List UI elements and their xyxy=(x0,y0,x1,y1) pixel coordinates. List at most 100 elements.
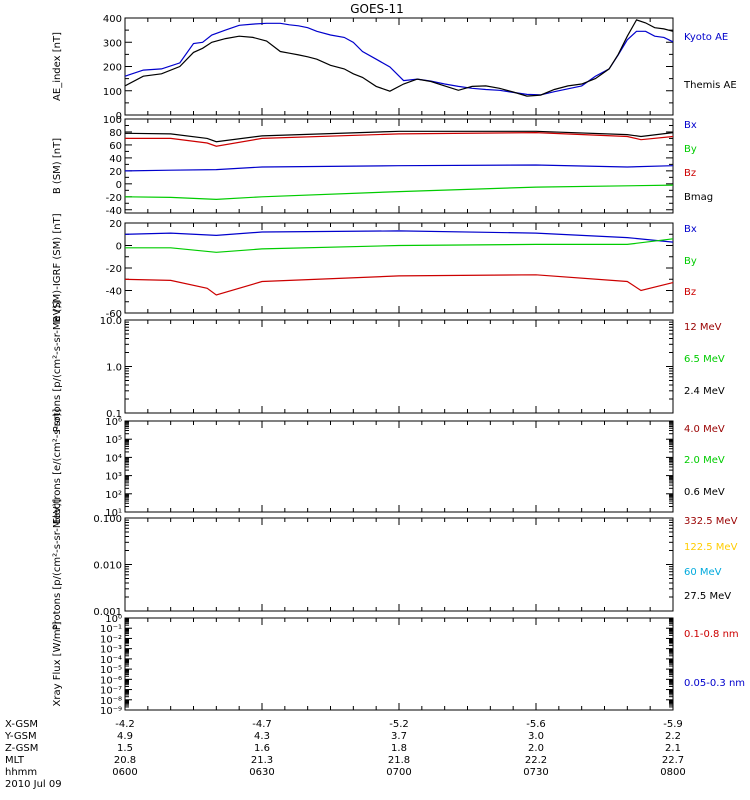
legend-by: By xyxy=(684,256,697,267)
panel-frame xyxy=(124,319,674,414)
axis-row-value: 21.3 xyxy=(251,755,273,766)
legend-0-05-0-3-nm: 0.05-0.3 nm xyxy=(684,678,745,689)
axis-row-value: 22.2 xyxy=(525,755,547,766)
y-tick-label: 10⁻⁴ xyxy=(100,655,122,666)
axis-row-label: Z-GSM xyxy=(5,743,38,754)
y-tick-label: 10⁵ xyxy=(105,435,122,446)
legend-bz: Bz xyxy=(684,287,696,298)
y-tick-label: -40 xyxy=(106,206,122,217)
legend-332-5-mev: 332.5 MeV xyxy=(684,516,738,527)
axis-row-value: 2.0 xyxy=(528,743,544,754)
legend-themis-ae: Themis AE xyxy=(683,80,737,91)
axis-row-value: 1.6 xyxy=(254,743,270,754)
legend-122-5-mev: 122.5 MeV xyxy=(684,542,738,553)
y-tick-label: 0 xyxy=(116,242,122,253)
series-line-bmag xyxy=(124,130,674,143)
panel-3: -60 -40 -20 0 20 B (SM)-IGRF (SM) [nT] Bx By Bz xyxy=(52,213,697,322)
series-line-kyoto-ae xyxy=(124,22,674,96)
axis-row-value: 4.9 xyxy=(117,731,133,742)
axis-row-value: -4.7 xyxy=(252,719,272,730)
legend-bx: Bx xyxy=(684,120,697,131)
panel-1: 0 100 200 300 400 AE_index [nT] Kyoto AE Themis… xyxy=(52,14,737,122)
legend-by: By xyxy=(684,144,697,155)
y-tick-label: 40 xyxy=(109,154,122,165)
axis-row-value: 0630 xyxy=(249,767,274,778)
panel-frame xyxy=(124,617,674,711)
panel-2: -40 -20 0 20 40 60 80 100 B (SM) [nT] Bx By Bz Bmag xyxy=(52,115,713,217)
legend-kyoto-ae: Kyoto AE xyxy=(684,32,728,43)
y-tick-label: 0 xyxy=(116,111,122,122)
y-tick-label: 10¹ xyxy=(105,508,122,519)
legend-60-mev: 60 MeV xyxy=(684,567,722,578)
y-tick-label: 10⁴ xyxy=(105,453,122,464)
y-tick-label: 200 xyxy=(103,63,122,74)
axis-row-value: 2.1 xyxy=(665,743,681,754)
legend-0-1-0-8-nm: 0.1-0.8 nm xyxy=(684,629,739,640)
y-tick-label: -20 xyxy=(106,193,122,204)
panel-frame xyxy=(124,222,674,314)
y-tick-label: 10⁻⁶ xyxy=(100,675,122,686)
y-tick-label: 20 xyxy=(109,219,122,230)
y-tick-label: 10⁻⁷ xyxy=(100,686,122,697)
axis-row-value: 0730 xyxy=(523,767,548,778)
axis-row-value: -5.9 xyxy=(663,719,683,730)
axis-row-value: 4.3 xyxy=(254,731,270,742)
axis-row-value: 3.0 xyxy=(528,731,544,742)
plot-title: GOES-11 xyxy=(350,2,404,16)
y-tick-label: 10⁻¹ xyxy=(100,624,122,635)
series-line-by xyxy=(124,184,674,201)
y-axis-label: Electrons [e/(cm²-s-sr)] xyxy=(52,409,63,525)
axis-row-value: -4.2 xyxy=(115,719,135,730)
y-tick-label: 10⁻³ xyxy=(100,645,122,656)
y-tick-label: 80 xyxy=(109,128,122,139)
y-tick-label: 20 xyxy=(109,167,122,178)
legend-2-4-mev: 2.4 MeV xyxy=(684,386,725,397)
series-line-themis-ae xyxy=(124,19,674,97)
y-tick-label: 10⁰ xyxy=(105,614,122,625)
series-line-by xyxy=(125,238,674,253)
y-tick-label: 10⁻⁵ xyxy=(100,665,122,676)
y-tick-label: 0.1 xyxy=(106,409,122,420)
legend-bz: Bz xyxy=(684,168,696,179)
y-tick-label: 0 xyxy=(116,180,122,191)
axis-row-value: 0700 xyxy=(386,767,411,778)
series-line-bz xyxy=(125,131,674,147)
panel-frame xyxy=(124,17,674,116)
legend-27-5-mev: 27.5 MeV xyxy=(684,591,731,602)
axis-row-label: X-GSM xyxy=(5,719,38,730)
axis-row-value: 2.2 xyxy=(665,731,681,742)
series-line-bx xyxy=(124,164,674,172)
y-axis-label: B (SM)-IGRF (SM) [nT] xyxy=(52,213,63,322)
panel-6: 0.001 0.010 0.100 Protons [p/(cm²-s-sr-MeV)… xyxy=(52,499,738,631)
axis-row-value: 1.8 xyxy=(391,743,407,754)
axis-row-value: 22.7 xyxy=(662,755,684,766)
y-tick-label: 0.100 xyxy=(93,514,122,525)
axis-row-label: Y-GSM xyxy=(4,731,37,742)
panel-frame xyxy=(124,420,674,513)
y-tick-label: 10⁻² xyxy=(100,634,122,645)
y-tick-label: 0.010 xyxy=(93,561,122,572)
y-tick-label: 10⁶ xyxy=(105,417,122,428)
axis-row-value: -5.6 xyxy=(526,719,546,730)
y-tick-label: 10² xyxy=(105,490,122,501)
y-tick-label: 100 xyxy=(103,87,122,98)
axis-row-value: 0600 xyxy=(112,767,137,778)
axis-row-value: 20.8 xyxy=(114,755,136,766)
legend-0-6-mev: 0.6 MeV xyxy=(684,487,725,498)
y-axis-label: Xray Flux [W/m²] xyxy=(52,621,63,706)
axis-row-value: 3.7 xyxy=(391,731,407,742)
legend-bmag: Bmag xyxy=(684,192,713,203)
y-tick-label: -60 xyxy=(106,309,122,320)
y-tick-label: 0.001 xyxy=(93,607,122,618)
date-label: 2010 Jul 09 xyxy=(5,779,62,790)
panel-frame xyxy=(124,517,674,612)
panel-4: 0.1 1.0 10.0 Protons [p/(cm²-s-sr-MeV)] 12 M… xyxy=(52,301,725,433)
y-tick-label: -20 xyxy=(106,264,122,275)
y-tick-label: 100 xyxy=(103,115,122,126)
y-axis-label: AE_index [nT] xyxy=(52,32,63,101)
y-tick-label: -40 xyxy=(106,287,122,298)
axis-row-label: hhmm xyxy=(5,767,37,778)
axis-row-value: 1.5 xyxy=(117,743,133,754)
y-tick-label: 10⁻⁸ xyxy=(100,696,122,707)
